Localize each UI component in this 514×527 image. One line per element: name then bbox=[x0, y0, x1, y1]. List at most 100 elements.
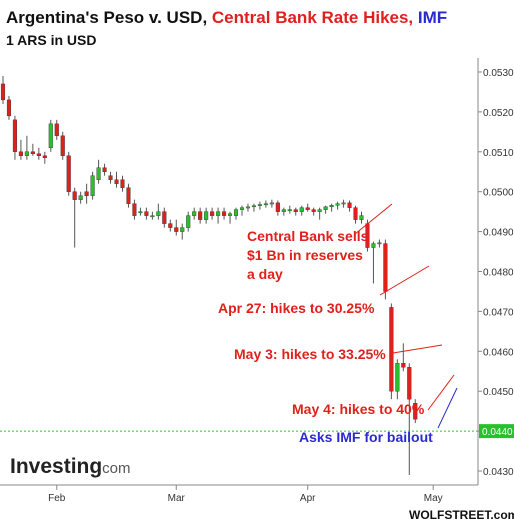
candle bbox=[204, 207, 209, 224]
candle-body-down bbox=[401, 363, 406, 368]
candle bbox=[108, 171, 113, 184]
candle bbox=[30, 143, 35, 156]
candle bbox=[317, 207, 322, 220]
candle-body-down bbox=[0, 83, 6, 101]
candle-body-up bbox=[299, 207, 304, 212]
candle bbox=[281, 207, 286, 216]
candle bbox=[186, 211, 191, 232]
candle-body-down bbox=[84, 191, 89, 196]
candle-body-up bbox=[96, 167, 101, 180]
candle bbox=[216, 207, 221, 224]
candle-body-up bbox=[341, 202, 346, 205]
annotation-apr27: Apr 27: hikes to 30.25% bbox=[218, 300, 375, 316]
candle-body-down bbox=[210, 211, 215, 216]
candle-body-up bbox=[323, 206, 328, 210]
candle bbox=[299, 205, 304, 216]
candle-body-down bbox=[222, 211, 227, 216]
candle bbox=[90, 171, 95, 200]
x-tick-label: Feb bbox=[48, 493, 66, 504]
x-tick-label: Mar bbox=[168, 493, 186, 504]
candle bbox=[96, 159, 101, 184]
candle bbox=[239, 205, 245, 216]
candle bbox=[150, 211, 155, 220]
candle-body-up bbox=[359, 215, 364, 220]
candle bbox=[389, 303, 394, 400]
candle-body-down bbox=[353, 207, 358, 220]
candle-body-up bbox=[281, 209, 286, 212]
candle bbox=[162, 207, 167, 228]
y-tick-label: 0.0450 bbox=[483, 387, 514, 398]
candle bbox=[233, 207, 239, 220]
candle bbox=[174, 219, 179, 236]
candle bbox=[293, 207, 298, 216]
candle-body-down bbox=[54, 123, 59, 137]
candle bbox=[305, 203, 310, 212]
candle bbox=[335, 201, 340, 210]
y-tick-label: 0.0480 bbox=[483, 268, 514, 279]
annotation-leaders bbox=[354, 203, 458, 429]
candle-body-down bbox=[389, 307, 394, 392]
candle bbox=[377, 239, 382, 248]
candle bbox=[227, 211, 233, 224]
candle bbox=[72, 187, 77, 248]
y-tick-label: 0.0510 bbox=[483, 148, 514, 159]
candle-body-down bbox=[311, 209, 316, 212]
annotation-central-bank-line1: Central Bank sells bbox=[247, 228, 369, 244]
candle bbox=[36, 147, 41, 160]
candle-body-up bbox=[269, 202, 274, 205]
candle bbox=[66, 151, 71, 196]
candle bbox=[210, 207, 215, 220]
logo-investing-text: Investing bbox=[10, 455, 102, 478]
candle-body-down bbox=[174, 227, 179, 232]
wolfstreet-credit: WOLFSTREET.com bbox=[409, 508, 514, 522]
candle-body-down bbox=[66, 155, 71, 192]
candle bbox=[114, 171, 119, 188]
candle-body-up bbox=[186, 215, 191, 228]
candle bbox=[78, 191, 83, 204]
candle bbox=[24, 135, 29, 160]
y-tick-label: 0.0430 bbox=[483, 467, 514, 478]
last-price-box bbox=[479, 424, 514, 439]
candle-body-up bbox=[335, 203, 340, 206]
candle bbox=[192, 207, 197, 220]
candle bbox=[132, 199, 137, 220]
candle bbox=[222, 207, 227, 220]
leader-imf bbox=[437, 387, 458, 429]
candle-body-down bbox=[18, 151, 23, 156]
candle-body-down bbox=[144, 211, 149, 216]
candle-body-down bbox=[42, 155, 47, 158]
x-tick-label: May bbox=[424, 493, 443, 504]
candle bbox=[120, 175, 125, 192]
candle-body-down bbox=[132, 203, 137, 216]
candle-body-down bbox=[114, 179, 119, 184]
candle-body-down bbox=[383, 243, 388, 292]
logo-com-text: .com bbox=[98, 460, 131, 477]
candle-body-down bbox=[347, 202, 352, 208]
y-tick-label: 0.0500 bbox=[483, 188, 514, 199]
candle-body-up bbox=[239, 207, 245, 210]
candle bbox=[126, 183, 131, 208]
candle bbox=[323, 205, 328, 214]
candle bbox=[413, 399, 418, 424]
candles bbox=[0, 75, 418, 476]
candle-body-up bbox=[180, 227, 185, 232]
candle-body-up bbox=[287, 209, 292, 212]
candle bbox=[269, 199, 274, 208]
candle-body-down bbox=[72, 191, 77, 200]
candle-body-up bbox=[329, 205, 334, 208]
candle bbox=[407, 363, 412, 476]
candle bbox=[383, 239, 388, 300]
candle bbox=[353, 205, 358, 224]
candle-body-down bbox=[293, 209, 298, 212]
candle bbox=[42, 151, 47, 164]
candle bbox=[401, 343, 406, 372]
candle-body-up bbox=[204, 211, 209, 220]
candle bbox=[263, 200, 268, 208]
candle bbox=[341, 199, 346, 208]
candle-body-down bbox=[120, 179, 125, 188]
candle bbox=[48, 119, 53, 152]
candle-body-up bbox=[395, 363, 400, 392]
candle bbox=[0, 75, 6, 104]
candle-body-up bbox=[156, 211, 161, 216]
